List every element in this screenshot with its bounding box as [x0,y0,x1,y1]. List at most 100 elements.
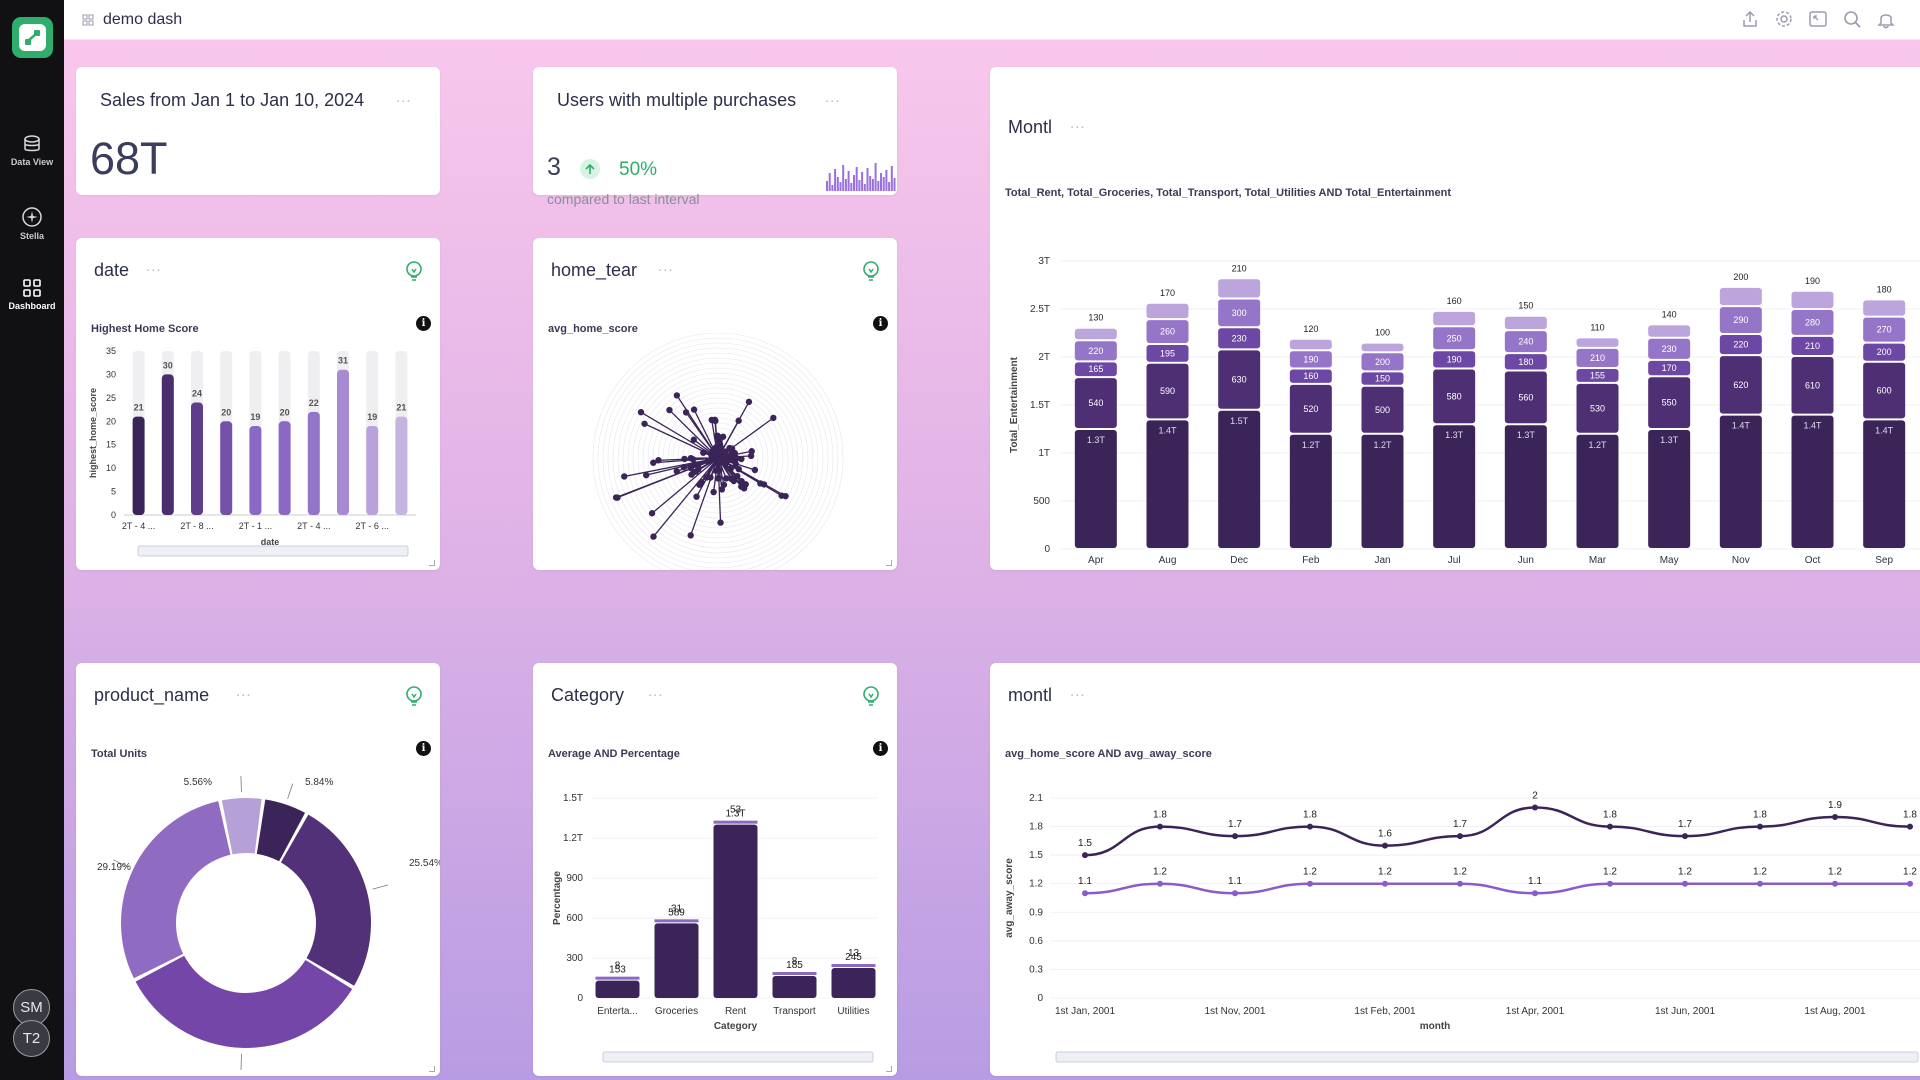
card-date[interactable]: date ... Highest Home Score i 0 5 10 15 20 25… [76,238,440,570]
card-month[interactable]: Montl ... Total_Rent, Total_Groceries, T… [990,67,1920,570]
stacked-bar-segment [1719,334,1762,355]
radial-grid-ring [627,367,809,549]
segment-value-label: 1.3T [1087,435,1106,445]
x-tick-label: Utilities [837,1006,869,1017]
kpi-card-sales[interactable]: Sales from Jan 1 to Jan 10, 2024 ... 68T [76,67,440,195]
data-point [719,433,727,440]
more-menu-icon[interactable]: ... [648,683,664,700]
search-icon[interactable] [1842,9,1862,29]
data-point [738,478,745,485]
resize-handle[interactable] [886,560,892,566]
stacked-bar-segment [1074,328,1117,340]
data-point [641,420,648,427]
bar-top-segment [713,820,758,824]
nav-dashboard[interactable]: Dashboard [0,278,64,311]
kpi-card-users[interactable]: Users with multiple purchases ... 3 50% … [533,67,897,207]
kpi-title: Sales from Jan 1 to Jan 10, 2024 [90,83,375,117]
data-point [690,406,698,413]
more-menu-icon[interactable]: ... [146,258,162,275]
x-axis-label: Category [714,1021,758,1032]
bell-icon[interactable] [1876,9,1896,29]
sparkline-bar [828,173,831,191]
y-tick-label: 1.5 [1029,850,1043,861]
stacked-bar-segment [1433,351,1476,368]
bar-value-label: 1.3T [725,809,745,820]
info-icon[interactable]: i [416,741,431,756]
bar-value-label: 24 [192,389,202,399]
nav-stella[interactable]: Stella [0,206,64,241]
bulb-icon[interactable] [861,260,881,287]
more-menu-icon[interactable]: ... [658,258,674,275]
data-point [710,488,717,496]
segment-value-label: 1.4T [1875,425,1894,435]
nav-data-view[interactable]: Data View [0,134,64,167]
bar-value-label: 19 [367,412,377,422]
y-axis-label: highest_home_score [88,388,98,478]
resize-handle[interactable] [429,1066,435,1072]
more-menu-icon[interactable]: ... [396,89,412,106]
stacked-bar-segment [1576,383,1619,433]
share-icon[interactable] [1740,9,1760,29]
segment-value-label: 630 [1232,375,1247,385]
data-point [733,454,740,462]
chart-subtitle: Total_Rent, Total_Groceries, Total_Trans… [1005,187,1451,199]
card-home[interactable]: home_tear ... avg_home_score i [533,238,897,570]
x-tick-label: 2T - 6 ... [356,521,389,531]
resize-handle[interactable] [429,560,435,566]
card-month-line[interactable]: montl ... avg_home_score AND avg_away_sc… [990,663,1920,1076]
stacked-bar-segment [1289,339,1332,350]
point-value-label: 1.1 [1228,876,1242,887]
segment-value-label: 130 [1088,313,1103,323]
card-product[interactable]: product_name ... Total Units i 5.84% 25.5… [76,663,440,1076]
data-point [738,483,745,490]
settings-icon[interactable] [1774,9,1794,29]
more-menu-icon[interactable]: ... [1070,683,1086,700]
info-icon[interactable]: i [416,316,431,331]
segment-value-label: 150 [1375,374,1390,384]
x-axis-label: month [1420,1021,1451,1032]
bulb-icon[interactable] [404,260,424,287]
x-axis-label: date [261,537,280,547]
avatar-secondary[interactable]: T2 [13,1020,50,1057]
bulb-icon[interactable] [861,685,881,712]
point-value-label: 1.1 [1078,876,1092,887]
more-menu-icon[interactable]: ... [236,683,252,700]
stacked-bar-segment [1863,420,1906,548]
kpi-sparkline [826,163,896,191]
data-point [707,474,714,481]
sparkline-bar [888,182,891,191]
segment-value-label: 165 [1088,364,1103,374]
pie-slice [135,955,353,1048]
info-icon[interactable]: i [873,316,888,331]
more-menu-icon[interactable]: ... [825,89,841,106]
pie-slice [256,799,306,862]
leader-line [372,884,389,890]
radial-spoke [651,457,719,514]
radial-grid-ring [622,362,814,554]
fullscreen-icon[interactable] [1808,9,1828,29]
stacked-bar-segment [1146,420,1189,548]
segment-value-label: 1.4T [1158,425,1177,435]
scrollbar [137,545,409,557]
card-category[interactable]: Category ... Average AND Percentage i 0 3… [533,663,897,1076]
app-logo[interactable] [12,17,53,58]
stacked-bar-segment [1433,425,1476,548]
x-tick-label: May [1660,555,1679,566]
point-value-label: 1.8 [1753,810,1767,821]
resize-handle[interactable] [886,1066,892,1072]
segment-value-label: 1.4T [1803,421,1822,431]
point-value-label: 1.8 [1303,810,1317,821]
info-icon[interactable]: i [873,741,888,756]
x-tick-label: Jun [1518,555,1534,566]
stacked-bar-segment [1576,338,1619,347]
stacked-bar-segment [1648,325,1691,337]
stacked-bar-segment [1074,430,1117,548]
stacked-bar-segment [1289,369,1332,383]
more-menu-icon[interactable]: ... [1070,115,1086,132]
bulb-icon[interactable] [404,685,424,712]
segment-value-label: 260 [1160,327,1175,337]
sparkline-bar [836,177,839,191]
segment-value-label: 150 [1518,301,1533,311]
dashboard-name: demo dash [103,11,183,28]
pie-slice [280,814,371,986]
